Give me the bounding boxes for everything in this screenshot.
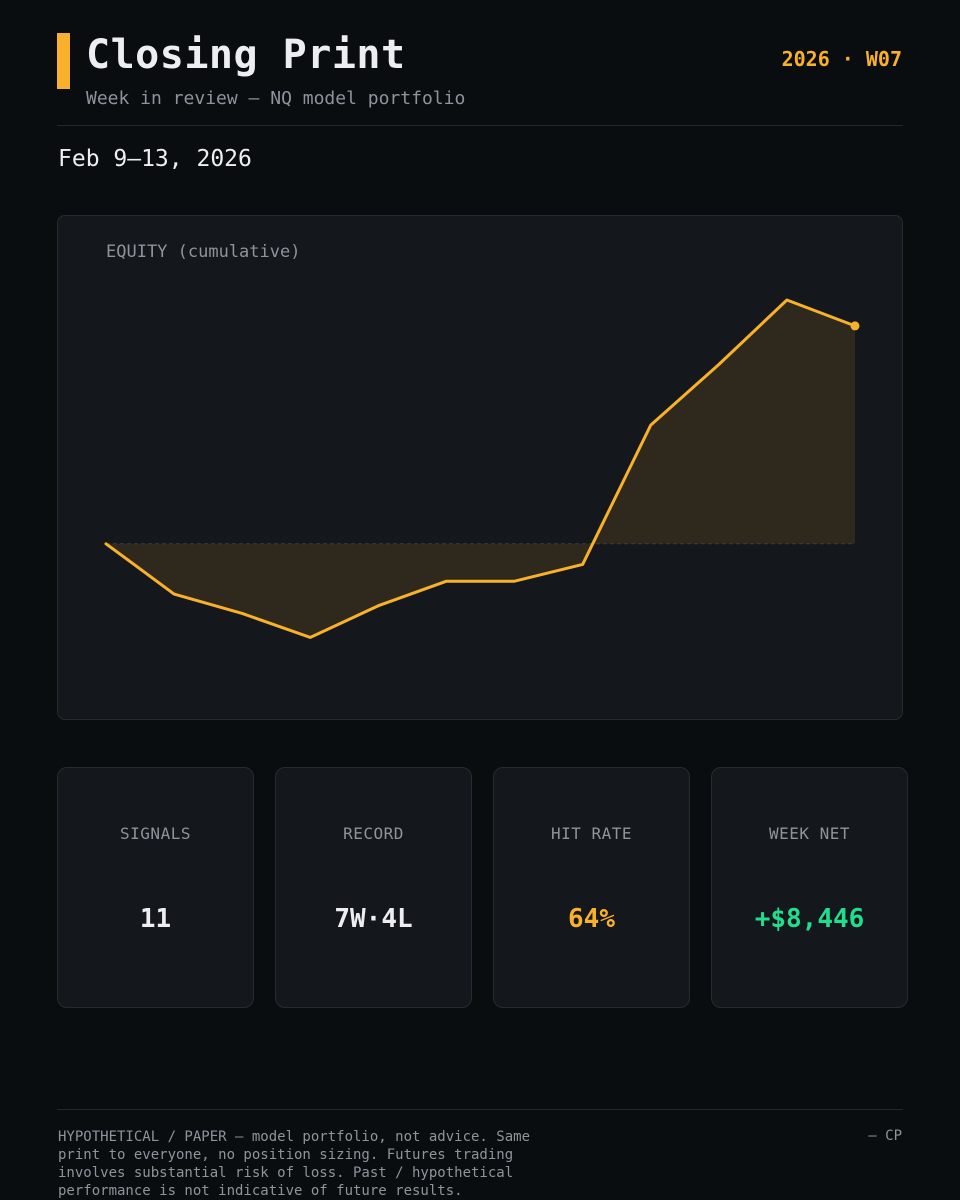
stat-card-week-net: WEEK NET +$8,446 (711, 767, 908, 1008)
stat-label: WEEK NET (768, 824, 851, 843)
stat-label: RECORD (343, 824, 404, 843)
title-accent-bar (57, 33, 70, 89)
stat-value: +$8,446 (754, 904, 865, 934)
equity-chart-card: EQUITY (cumulative) (57, 215, 903, 720)
page-subtitle: Week in review — NQ model portfolio (86, 88, 466, 109)
stat-value: 64% (568, 904, 615, 934)
header-divider (57, 125, 903, 126)
stat-card-hit-rate: HIT RATE 64% (493, 767, 690, 1008)
week-tag: 2026 · W07 (781, 47, 902, 71)
stat-value: 7W·4L (334, 904, 413, 934)
equity-endpoint (850, 321, 860, 331)
page-title: Closing Print (86, 32, 406, 78)
chart-title: EQUITY (cumulative) (106, 242, 301, 262)
disclaimer-text: HYPOTHETICAL / PAPER — model portfolio, … (58, 1129, 531, 1199)
stat-label: HIT RATE (550, 824, 633, 843)
stat-value: 11 (139, 904, 172, 934)
footer-divider (57, 1109, 903, 1110)
date-range: Feb 9–13, 2026 (58, 146, 252, 172)
stat-label: SIGNALS (120, 824, 191, 843)
equity-area-fill (106, 299, 855, 638)
stat-card-record: RECORD 7W·4L (275, 767, 472, 1008)
equity-chart (104, 298, 860, 639)
equity-line (104, 298, 857, 639)
stat-card-signals: SIGNALS 11 (57, 767, 254, 1008)
signature: — CP (868, 1128, 902, 1144)
